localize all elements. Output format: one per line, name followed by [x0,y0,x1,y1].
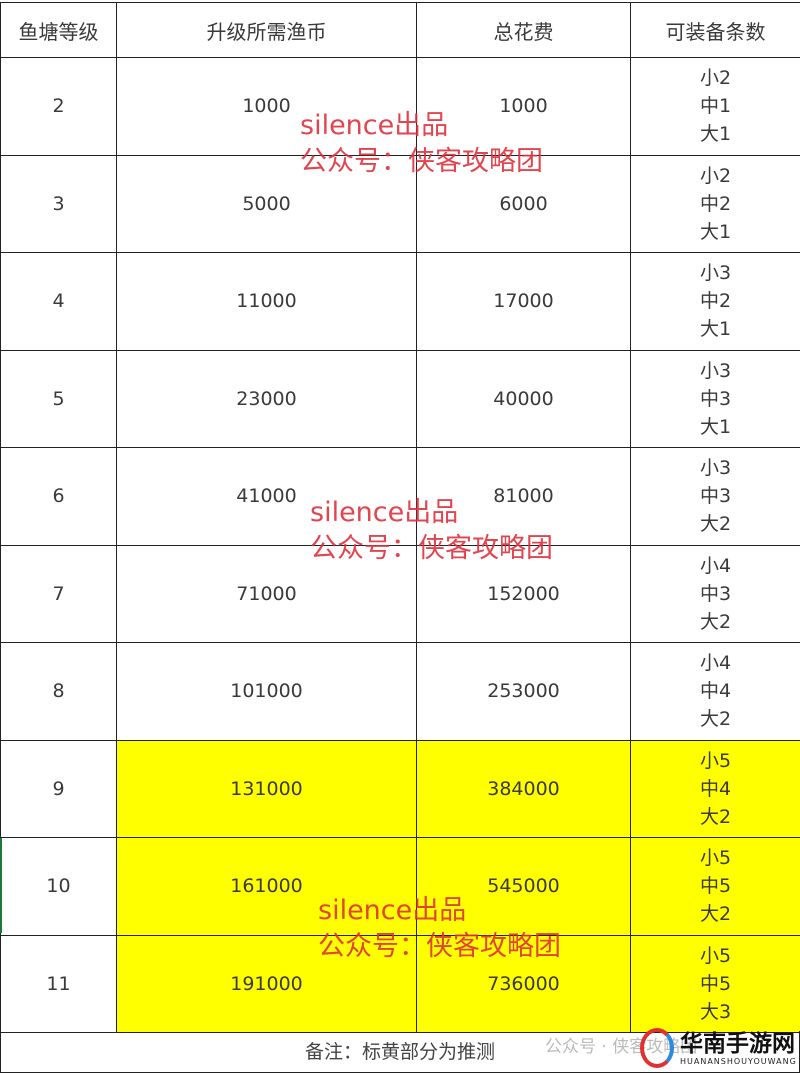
column-header: 升级所需渔币 [116,2,417,58]
equip-slot: 大2 [699,708,732,731]
row-selection-marker [0,838,2,933]
upgrade-cost-cell: 11000 [116,252,417,351]
equip-slot: 大1 [699,415,732,438]
watermark: silence出品 公众号：侠客攻略团 [310,497,553,564]
equip-slot: 大2 [699,805,732,828]
equip-slot: 小4 [699,652,732,675]
upgrade-cost-cell: 23000 [116,349,417,448]
equip-slots-cell: 小2 中2 大1 [630,154,800,253]
table-row: 3 5000 6000 小2 中2 大1 [0,154,800,253]
equip-slot: 大1 [699,318,732,341]
equip-slots-cell: 小5 中5 大2 [630,837,800,936]
column-header: 总花费 [416,2,631,58]
equip-slot: 大1 [699,123,732,146]
table-row: 11 191000 736000 小5 中5 大3 [0,934,800,1033]
upgrade-cost-cell: 161000 [116,837,417,936]
equip-slot: 中1 [699,95,732,118]
equip-slot: 小5 [699,847,732,870]
equip-slot: 大3 [699,1000,732,1023]
equip-slots-cell: 小4 中3 大2 [630,544,800,643]
level-cell: 5 [0,349,117,448]
equip-slot: 中3 [699,485,732,508]
equip-slot: 小5 [699,749,732,772]
level-cell: 2 [0,57,117,156]
equip-slot: 中5 [699,972,732,995]
level-cell: 3 [0,154,117,253]
upgrade-cost-cell: 131000 [116,739,417,838]
upgrade-cost-cell: 1000 [116,57,417,156]
total-cost-cell: 1000 [416,57,631,156]
equip-slots-cell: 小2 中1 大1 [630,57,800,156]
total-cost-cell: 40000 [416,349,631,448]
upgrade-cost-cell: 191000 [116,934,417,1033]
table-row: 5 23000 40000 小3 中3 大1 [0,349,800,448]
table-row: 7 71000 152000 小4 中3 大2 [0,544,800,643]
upgrade-cost-cell: 41000 [116,447,417,546]
table-row: 2 1000 1000 小2 中1 大1 [0,57,800,156]
equip-slot: 中4 [699,680,732,703]
equip-slot: 大2 [699,513,732,536]
level-cell: 10 [0,837,117,936]
total-cost-cell: 6000 [416,154,631,253]
equip-slots-cell: 小4 中4 大2 [630,642,800,741]
level-cell: 4 [0,252,117,351]
equip-slot: 小3 [699,457,732,480]
equip-slot: 小5 [699,944,732,967]
equip-slot: 大2 [699,610,732,633]
column-header: 可装备条数 [630,2,800,58]
equip-slot: 中3 [699,582,732,605]
equip-slot: 中2 [699,290,732,313]
equip-slot: 大2 [699,903,732,926]
level-cell: 8 [0,642,117,741]
equip-slot: 小2 [699,164,732,187]
level-cell: 6 [0,447,117,546]
watermark: silence出品 公众号：侠客攻略团 [300,110,543,177]
table-row: 8 101000 253000 小4 中4 大2 [0,642,800,741]
table-row: 10 161000 545000 小5 中5 大2 [0,837,800,936]
total-cost-cell: 545000 [416,837,631,936]
equip-slots-cell: 小3 中3 大1 [630,349,800,448]
level-cell: 11 [0,934,117,1033]
level-cell: 7 [0,544,117,643]
equip-slot: 中2 [699,192,732,215]
watermark: silence出品 公众号：侠客攻略团 [318,895,561,962]
column-header: 鱼塘等级 [0,2,117,58]
equip-slot: 中4 [699,777,732,800]
table-row: 9 131000 384000 小5 中4 大2 [0,739,800,838]
equip-slots-cell: 小5 中5 大3 [630,934,800,1033]
table-row: 4 11000 17000 小3 中2 大1 [0,252,800,351]
total-cost-cell: 384000 [416,739,631,838]
equip-slots-cell: 小3 中2 大1 [630,252,800,351]
table-row: 6 41000 81000 小3 中3 大2 [0,447,800,546]
total-cost-cell: 17000 [416,252,631,351]
equip-slot: 中5 [699,875,732,898]
site-logo: 华南手游网 HUANANSHOUYOUWANG [640,1028,797,1068]
level-cell: 9 [0,739,117,838]
equip-slot: 大1 [699,220,732,243]
equip-slot: 小3 [699,262,732,285]
equip-slot: 小3 [699,359,732,382]
total-cost-cell: 253000 [416,642,631,741]
upgrade-cost-cell: 71000 [116,544,417,643]
upgrade-cost-cell: 101000 [116,642,417,741]
logo-icon [640,1028,674,1068]
total-cost-cell: 152000 [416,544,631,643]
total-cost-cell: 736000 [416,934,631,1033]
upgrade-cost-cell: 5000 [116,154,417,253]
equip-slot: 小2 [699,67,732,90]
fish-pond-table: 鱼塘等级 升级所需渔币 总花费 可装备条数 2 1000 1000 小2 中1 大1 3 5000 6… [0,2,800,1033]
equip-slots-cell: 小3 中3 大2 [630,447,800,546]
equip-slot: 小4 [699,554,732,577]
equip-slot: 中3 [699,387,732,410]
equip-slots-cell: 小5 中4 大2 [630,739,800,838]
